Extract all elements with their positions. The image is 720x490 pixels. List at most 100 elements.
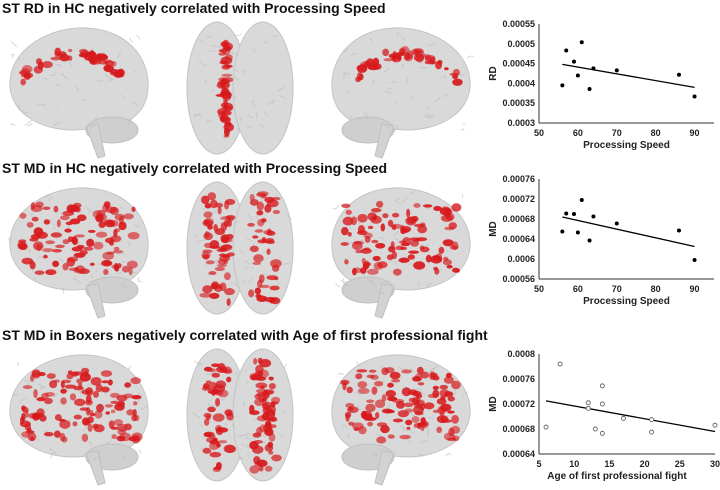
highlight-cluster xyxy=(340,242,349,246)
x-tick-label: 5 xyxy=(536,459,541,469)
highlight-cluster xyxy=(370,207,382,213)
highlight-cluster xyxy=(253,440,264,444)
highlight-cluster xyxy=(35,201,44,208)
highlight-cluster xyxy=(365,403,376,413)
highlight-cluster xyxy=(267,228,272,236)
highlight-cluster xyxy=(207,406,216,413)
brain-view-latR xyxy=(331,27,474,159)
highlight-cluster xyxy=(30,202,36,210)
highlight-cluster xyxy=(107,379,113,386)
y-axis-label: RD xyxy=(488,66,499,80)
x-tick-label: 25 xyxy=(675,459,685,469)
highlight-cluster xyxy=(103,269,109,275)
highlight-cluster xyxy=(417,225,428,234)
highlight-cluster xyxy=(446,264,453,269)
highlight-cluster xyxy=(62,263,69,271)
highlight-cluster xyxy=(43,254,48,259)
x-tick-label: 90 xyxy=(690,284,700,294)
highlight-cluster xyxy=(83,246,94,251)
highlight-cluster xyxy=(67,48,73,53)
highlight-cluster xyxy=(127,232,140,240)
highlight-cluster xyxy=(451,267,460,273)
highlight-cluster xyxy=(271,454,282,462)
highlight-cluster xyxy=(361,410,368,418)
highlight-cluster xyxy=(66,258,76,267)
brain-view-ax xyxy=(186,21,294,155)
highlight-cluster xyxy=(247,222,255,227)
data-point xyxy=(579,40,584,45)
highlight-cluster xyxy=(223,369,233,374)
highlight-cluster xyxy=(53,205,59,213)
highlight-cluster xyxy=(119,432,131,442)
highlight-cluster xyxy=(376,422,388,427)
highlight-cluster xyxy=(406,50,414,60)
highlight-cluster xyxy=(206,414,211,421)
highlight-cluster xyxy=(249,465,260,474)
y-tick-label: 0.00045 xyxy=(502,59,535,69)
highlight-cluster xyxy=(420,222,426,226)
highlight-cluster xyxy=(209,240,220,249)
highlight-cluster xyxy=(73,414,82,420)
y-tick-label: 0.00072 xyxy=(502,194,535,204)
highlight-cluster xyxy=(425,254,432,263)
highlight-cluster xyxy=(221,73,233,77)
highlight-cluster xyxy=(254,229,264,233)
highlight-cluster xyxy=(388,245,396,253)
data-point xyxy=(677,228,681,233)
highlight-cluster xyxy=(345,403,355,408)
highlight-cluster xyxy=(66,373,74,380)
highlight-cluster xyxy=(36,244,42,252)
highlight-cluster xyxy=(133,401,138,406)
highlight-cluster xyxy=(263,389,275,395)
highlight-cluster xyxy=(255,382,268,389)
highlight-cluster xyxy=(433,205,442,212)
highlight-cluster xyxy=(213,466,222,470)
highlight-cluster xyxy=(66,204,76,214)
data-point xyxy=(592,426,598,432)
highlight-cluster xyxy=(74,234,85,238)
highlight-cluster xyxy=(26,221,34,228)
highlight-cluster xyxy=(367,268,379,275)
highlight-cluster xyxy=(128,266,133,276)
y-tick-label: 0.00056 xyxy=(502,274,535,284)
highlight-cluster xyxy=(381,394,387,402)
data-point xyxy=(575,73,580,78)
highlight-cluster xyxy=(30,414,43,418)
highlight-cluster xyxy=(109,392,120,398)
highlight-cluster xyxy=(441,214,453,222)
highlight-cluster xyxy=(226,215,235,222)
highlight-cluster xyxy=(112,249,124,254)
highlight-cluster xyxy=(123,393,134,399)
brain-view-latR xyxy=(331,354,471,486)
highlight-cluster xyxy=(79,372,91,382)
highlight-cluster xyxy=(226,412,234,421)
highlight-cluster xyxy=(374,399,386,409)
y-tick-label: 0.00035 xyxy=(502,98,535,108)
highlight-cluster xyxy=(224,288,235,296)
x-axis-label: Processing Speed xyxy=(583,296,670,307)
highlight-cluster xyxy=(270,196,281,201)
data-point xyxy=(649,429,655,435)
highlight-cluster xyxy=(363,232,373,239)
highlight-cluster xyxy=(69,393,77,401)
highlight-cluster xyxy=(432,409,440,413)
highlight-cluster xyxy=(255,294,262,299)
highlight-cluster xyxy=(398,257,410,263)
highlight-cluster xyxy=(387,382,394,388)
highlight-cluster xyxy=(114,213,125,221)
brain-view-lat xyxy=(8,187,149,319)
brain-view-lat xyxy=(9,354,149,486)
highlight-cluster xyxy=(114,228,121,233)
highlight-cluster xyxy=(389,371,401,380)
highlight-cluster xyxy=(202,285,213,294)
data-point xyxy=(585,405,591,411)
highlight-cluster xyxy=(249,410,260,416)
highlight-cluster xyxy=(222,46,231,55)
y-tick-label: 0.0005 xyxy=(507,39,535,49)
highlight-cluster xyxy=(440,395,446,401)
highlight-cluster xyxy=(204,203,212,209)
highlight-cluster xyxy=(209,441,220,450)
highlight-cluster xyxy=(395,54,402,59)
highlight-cluster xyxy=(96,209,106,217)
highlight-cluster xyxy=(357,213,368,223)
